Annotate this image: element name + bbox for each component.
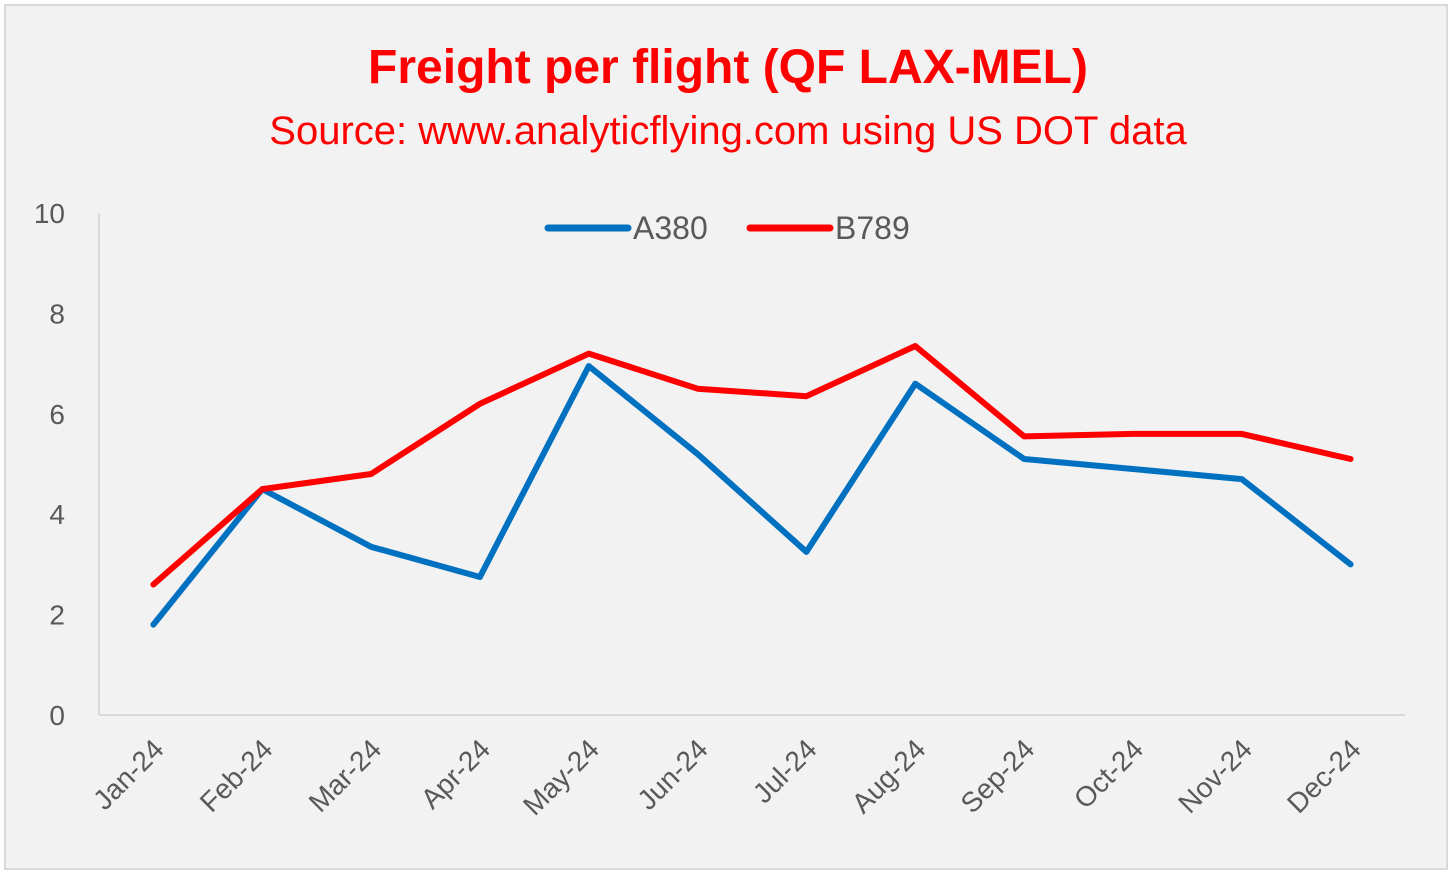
y-tick-label: 10 [34, 198, 65, 229]
chart-frame [4, 4, 1448, 870]
series-line-a380 [150, 363, 1354, 628]
legend-label-b789: B789 [835, 210, 910, 246]
y-tick-label: 4 [49, 499, 65, 530]
y-tick-labels: 0 2 4 6 8 10 [34, 198, 65, 731]
y-tick-label: 0 [49, 700, 65, 731]
x-tick-label: Sep-24 [955, 733, 1041, 819]
x-tick-label: Oct-24 [1068, 733, 1149, 814]
x-tick-label: Jul-24 [747, 733, 823, 809]
x-tick-labels: Jan-24 Feb-24 Mar-24 Apr-24 May-24 Jun-24 Jul-… [87, 733, 1367, 821]
series-lines [150, 343, 1354, 628]
x-tick-label: Aug-24 [846, 733, 932, 819]
x-tick-label: Nov-24 [1172, 733, 1258, 819]
x-tick-label: Jan-24 [87, 733, 169, 815]
series-line-b789 [150, 343, 1354, 588]
y-tick-label: 2 [49, 600, 65, 631]
x-tick-label: Mar-24 [303, 733, 388, 818]
x-tick-label: Jun-24 [631, 733, 713, 815]
y-tick-label: 6 [49, 399, 65, 430]
x-tick-label: May-24 [517, 733, 605, 821]
chart-subtitle: Source: www.analyticflying.com using US … [269, 109, 1187, 153]
legend-label-a380: A380 [633, 210, 708, 246]
x-tick-label: Dec-24 [1281, 733, 1367, 819]
chart-title: Freight per flight (QF LAX-MEL) [368, 41, 1088, 94]
legend: A380 B789 [544, 210, 910, 246]
axes [98, 213, 1405, 716]
y-tick-label: 8 [49, 298, 65, 329]
x-tick-label: Feb-24 [194, 733, 279, 818]
x-tick-label: Apr-24 [415, 733, 496, 814]
